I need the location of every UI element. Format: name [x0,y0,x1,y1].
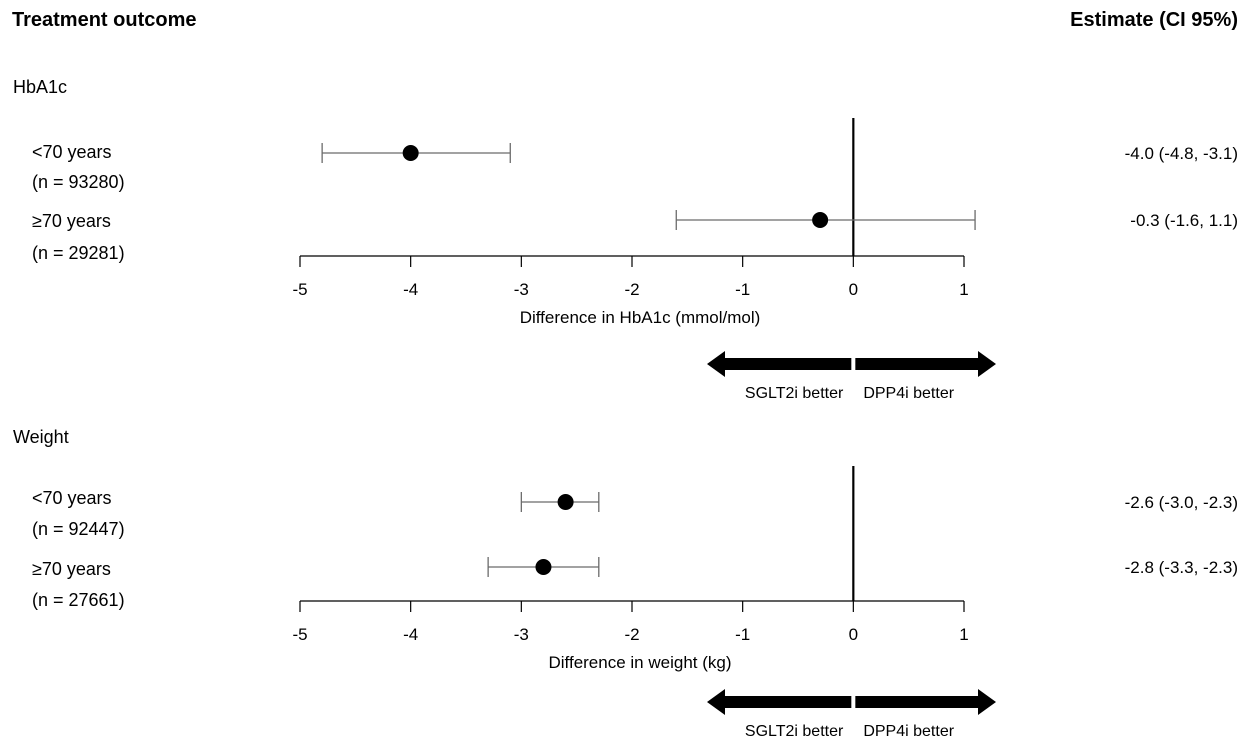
panel-1: Weight -5 -4 -3 -2 -1 0 1 Difference in weight (… [13,427,1238,740]
estimate-label: -2.8 (-3.3, -2.3) [1125,558,1238,577]
estimate-label: -2.6 (-3.0, -2.3) [1125,493,1238,512]
section-title: Weight [13,427,69,447]
row-n-label: (n = 92447) [32,519,125,539]
row-n-label: (n = 29281) [32,243,125,263]
x-tick-label: -5 [292,625,307,644]
point-estimate [812,212,829,228]
row-group-label: <70 years [32,142,112,162]
section-title: HbA1c [13,77,67,97]
left-arrow [707,351,852,377]
x-tick-label: -4 [403,625,418,644]
point-estimate [535,559,552,575]
row-n-label: (n = 27661) [32,590,125,610]
right-direction-label: DPP4i better [863,723,954,740]
right-arrow [855,351,996,377]
x-tick-label: 1 [959,280,968,299]
estimate-label: -0.3 (-1.6, 1.1) [1130,211,1238,230]
panel-0: HbA1c -5 -4 -3 -2 -1 0 1 Difference in HbA1c (mm… [13,77,1238,402]
x-tick-label: 1 [959,625,968,644]
row-n-label: (n = 93280) [32,172,125,192]
x-tick-label: -5 [292,280,307,299]
x-tick-label: -2 [624,625,639,644]
x-tick-label: -4 [403,280,418,299]
right-header: Estimate (CI 95%) [1070,9,1238,31]
x-axis-label: Difference in weight (kg) [549,653,732,672]
x-tick-label: 0 [849,280,858,299]
left-arrow [707,689,852,715]
x-tick-label: -1 [735,625,750,644]
point-estimate [402,145,419,161]
row-group-label: ≥70 years [32,559,111,579]
row-group-label: <70 years [32,488,112,508]
left-header: Treatment outcome [12,9,196,31]
right-arrow [855,689,996,715]
x-tick-label: 0 [849,625,858,644]
row-group-label: ≥70 years [32,211,111,231]
estimate-label: -4.0 (-4.8, -3.1) [1125,144,1238,163]
left-direction-label: SGLT2i better [745,385,844,402]
x-axis-label: Difference in HbA1c (mmol/mol) [520,308,761,327]
right-direction-label: DPP4i better [863,385,954,402]
x-tick-label: -3 [514,280,529,299]
point-estimate [557,494,574,510]
x-tick-label: -3 [514,625,529,644]
x-tick-label: -2 [624,280,639,299]
left-direction-label: SGLT2i better [745,723,844,740]
x-tick-label: -1 [735,280,750,299]
